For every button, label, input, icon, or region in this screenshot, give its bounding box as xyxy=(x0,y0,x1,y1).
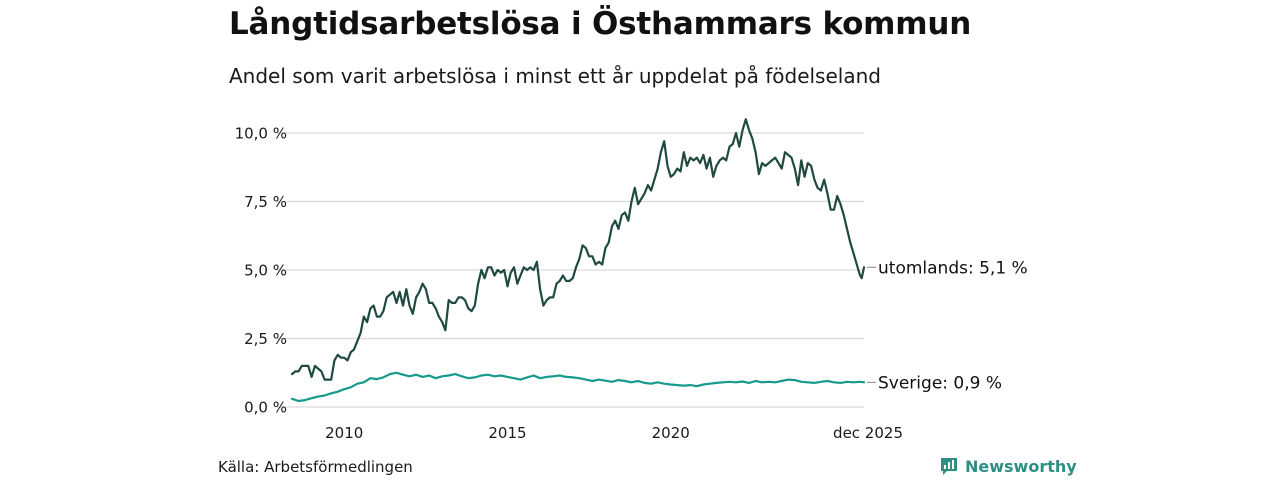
series-end-labels: utomlands: 5,1 % Sverige: 0,9 % xyxy=(867,258,1028,393)
y-tick-label-2: 5,0 % xyxy=(244,262,287,280)
y-tick-label-1: 2,5 % xyxy=(244,330,287,348)
y-axis-labels: 0,0 % 2,5 % 5,0 % 7,5 % 10,0 % xyxy=(235,125,287,417)
series-line-sverige xyxy=(290,371,866,403)
x-tick-label-0: 2010 xyxy=(325,424,363,442)
grid-lines xyxy=(276,132,864,408)
y-tick-label-4: 10,0 % xyxy=(235,125,287,143)
chart-title: Långtidsarbetslösa i Östhammars kommun xyxy=(229,6,972,42)
chart-subtitle: Andel som varit arbetslösa i minst ett å… xyxy=(229,64,881,88)
series-lines xyxy=(290,118,866,403)
end-label-sverige: Sverige: 0,9 % xyxy=(878,373,1002,393)
series-line-utomlands xyxy=(290,118,866,381)
x-axis-labels: 2010 2015 2020 dec 2025 xyxy=(325,424,903,442)
y-tick-label-0: 0,0 % xyxy=(244,399,287,417)
x-tick-label-3: dec 2025 xyxy=(833,424,903,442)
source-note: Källa: Arbetsförmedlingen xyxy=(218,458,413,476)
y-tick-label-3: 7,5 % xyxy=(244,193,287,211)
brand-name: Newsworthy xyxy=(965,456,1077,476)
end-label-utomlands: utomlands: 5,1 % xyxy=(878,258,1028,278)
newsworthy-logo-icon xyxy=(941,458,957,475)
brand-logo: Newsworthy xyxy=(939,456,1077,476)
x-tick-label-2: 2020 xyxy=(652,424,690,442)
x-tick-label-1: 2015 xyxy=(488,424,526,442)
